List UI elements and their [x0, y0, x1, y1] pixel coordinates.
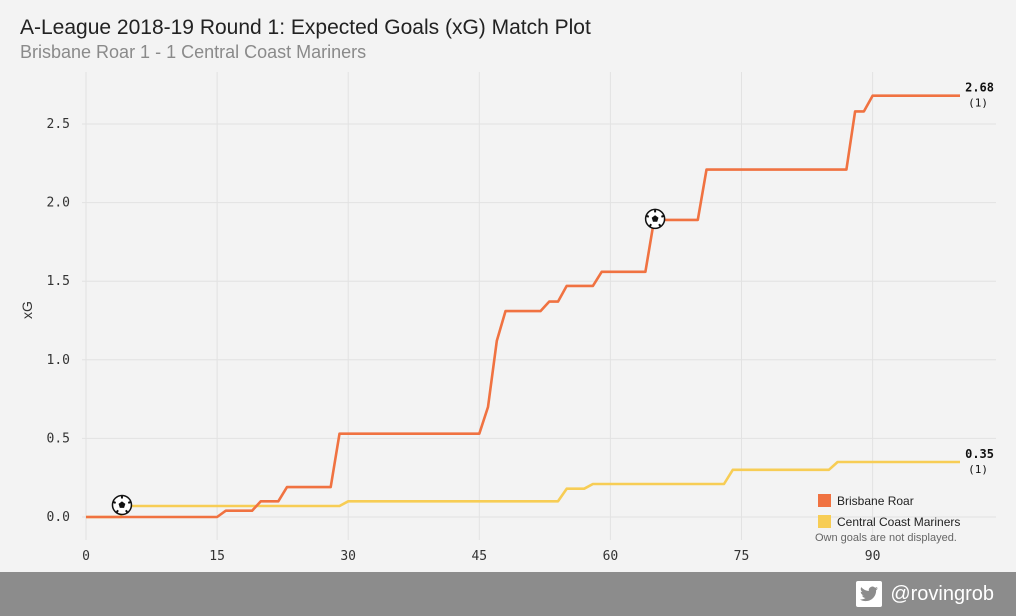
- x-tick-label: 0: [82, 549, 90, 564]
- twitter-icon: [856, 581, 883, 607]
- handle-text: @rovingrob: [890, 582, 994, 605]
- end-labels: 0.35 (1) 2.68 (1): [965, 81, 994, 476]
- y-tick-label: 2.0: [47, 196, 70, 211]
- legend-item-central-coast-mariners: Central Coast Mariners: [818, 511, 960, 532]
- own-goals-note: Own goals are not displayed.: [815, 532, 957, 544]
- ball-pentagon: [118, 501, 126, 508]
- x-tick-label: 45: [471, 549, 487, 564]
- goal-markers: [111, 208, 666, 516]
- end-goals-label: (1): [968, 463, 988, 476]
- ball-pentagon: [651, 215, 659, 222]
- legend: Brisbane Roar Central Coast Mariners: [818, 490, 960, 532]
- soccer-ball-icon: [644, 208, 666, 230]
- chart-title: A-League 2018-19 Round 1: Expected Goals…: [20, 16, 591, 39]
- soccer-ball-icon: [111, 494, 133, 516]
- chart-subtitle: Brisbane Roar 1 - 1 Central Coast Marine…: [20, 42, 367, 62]
- ball-seams: [112, 495, 132, 514]
- x-tick-label: 90: [865, 549, 881, 564]
- legend-swatch: [818, 494, 831, 507]
- x-tick-label: 30: [340, 549, 356, 564]
- y-tick-label: 1.5: [47, 274, 70, 289]
- legend-label: Brisbane Roar: [837, 493, 914, 508]
- legend-label: Central Coast Mariners: [837, 514, 961, 529]
- y-tick-label: 0.5: [47, 431, 70, 446]
- ball-seams: [645, 209, 665, 228]
- y-tick-label: 1.0: [47, 353, 70, 368]
- series-lines: [86, 94, 960, 519]
- twitter-handle[interactable]: @rovingrob: [856, 581, 994, 607]
- y-tick-label: 0.0: [47, 510, 70, 525]
- end-value-label: 0.35: [965, 447, 994, 461]
- series-line-1: [86, 460, 960, 519]
- footer: @rovingrob: [0, 572, 1016, 616]
- y-axis-label: xG: [19, 301, 35, 319]
- series-line-0: [86, 94, 960, 519]
- x-tick-label: 15: [209, 549, 225, 564]
- xg-chart: 0 15 30 45 60 75 90 0.0 0.5 1.0 1.5 2.0 2.5 xG 0.35 (…: [19, 72, 996, 564]
- grid-lines: [82, 72, 996, 540]
- legend-item-brisbane-roar: Brisbane Roar: [818, 490, 960, 511]
- y-tick-label: 2.5: [47, 117, 70, 132]
- end-value-label: 2.68: [965, 81, 994, 95]
- x-tick-label: 75: [734, 549, 750, 564]
- x-tick-label: 60: [603, 549, 619, 564]
- axis-tick-labels: 0 15 30 45 60 75 90 0.0 0.5 1.0 1.5 2.0 2.5: [47, 117, 881, 564]
- end-goals-label: (1): [968, 97, 988, 110]
- legend-swatch: [818, 515, 831, 528]
